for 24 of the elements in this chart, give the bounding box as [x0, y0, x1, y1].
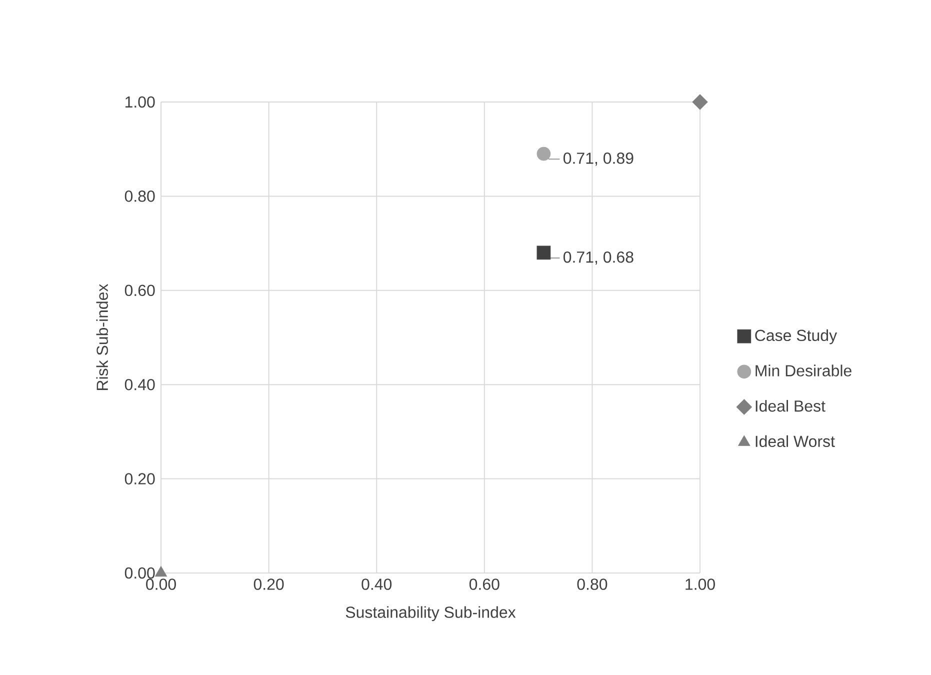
x-tick-label: 0.60 — [469, 578, 500, 590]
y-tick-label: 0.20 — [124, 473, 155, 484]
y-tick-label: 0.60 — [124, 284, 155, 296]
x-tick-label: 0.80 — [577, 578, 608, 590]
point — [154, 566, 168, 577]
x-tick-label: 0.40 — [362, 578, 392, 590]
y-tick-label: 0.00 — [124, 567, 155, 579]
point — [536, 146, 551, 161]
legend-label: Ideal Worst — [756, 435, 835, 448]
data-label: 0.71, 0.89 — [563, 152, 634, 166]
point — [692, 94, 708, 110]
x-tick-label: 1.00 — [686, 578, 715, 590]
y-axis-title: Risk Sub-index — [96, 284, 108, 390]
data-label: 0.71, 0.68 — [563, 251, 634, 265]
point — [536, 246, 551, 260]
y-tick-label: 0.80 — [124, 190, 155, 202]
legend-label: Min Desirable — [756, 364, 852, 376]
x-axis-title: Sustainability Sub-index — [346, 606, 516, 622]
x-tick-label: 0.20 — [254, 578, 284, 590]
y-tick-label: 1.00 — [125, 96, 155, 108]
y-tick-label: 0.40 — [124, 378, 155, 390]
legend-label: Ideal Best — [756, 400, 826, 412]
x-tick-label: 0.00 — [146, 578, 176, 590]
legend-label: Case Study — [755, 329, 838, 344]
